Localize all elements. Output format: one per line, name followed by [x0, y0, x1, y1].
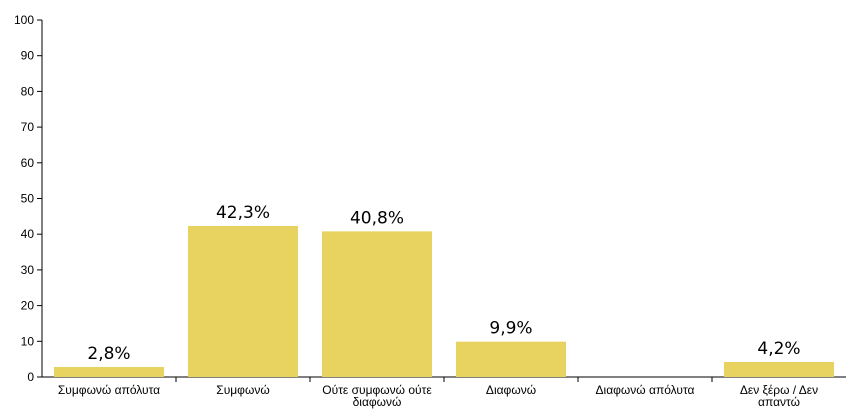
- y-tick-label: 60: [21, 156, 35, 170]
- y-axis: 0 10 20 30 40 50 60 70 80 90 100: [14, 13, 43, 384]
- x-tick-label-line: απαντώ: [758, 395, 800, 409]
- x-tick-label: Ούτε συμφωνώ ούτε διαφωνώ: [322, 383, 432, 409]
- y-tick-label: 0: [27, 370, 34, 384]
- x-tick-label-line: διαφωνώ: [353, 395, 402, 409]
- data-label: 42,3%: [216, 203, 270, 223]
- bars: [54, 225, 834, 377]
- x-tick-label-line: Διαφωνώ: [486, 383, 536, 397]
- y-tick-label: 20: [21, 299, 35, 313]
- x-tick-label: Συμφωνώ: [216, 383, 269, 397]
- x-axis: Συμφωνώ απόλυτα Συμφωνώ Ούτε συμφωνώ ούτε δ…: [42, 376, 846, 409]
- bar: [188, 225, 298, 377]
- data-labels: 2,8% 42,3% 40,8% 9,9% 4,2%: [87, 203, 800, 364]
- data-label: 4,2%: [757, 339, 800, 359]
- y-tick-label: 70: [21, 120, 35, 134]
- bar: [54, 367, 164, 377]
- y-tick-label: 50: [21, 192, 35, 206]
- bar: [456, 341, 566, 377]
- data-label: 2,8%: [87, 344, 130, 364]
- data-label: 40,8%: [350, 208, 404, 228]
- data-label: 9,9%: [489, 319, 532, 339]
- y-tick-label: 90: [21, 49, 35, 63]
- y-tick-label: 100: [14, 13, 34, 27]
- x-tick-label-line: Δεν ξέρω / Δεν: [740, 383, 818, 397]
- bar: [724, 362, 834, 377]
- x-tick-label: Δεν ξέρω / Δεν απαντώ: [740, 383, 818, 409]
- y-tick-label: 10: [21, 334, 35, 348]
- x-tick-label: Διαφωνώ απόλυτα: [596, 383, 695, 397]
- x-tick-label-line: Διαφωνώ απόλυτα: [596, 383, 695, 397]
- x-tick-label-line: Ούτε συμφωνώ ούτε: [322, 383, 432, 397]
- y-tick-label: 40: [21, 227, 35, 241]
- bar: [322, 231, 432, 377]
- x-tick-label-line: Συμφωνώ: [216, 383, 269, 397]
- x-tick-label: Διαφωνώ: [486, 383, 536, 397]
- x-tick-label-line: Συμφωνώ απόλυτα: [58, 383, 160, 397]
- x-tick-label: Συμφωνώ απόλυτα: [58, 383, 160, 397]
- y-tick-label: 80: [21, 84, 35, 98]
- y-tick-label: 30: [21, 263, 35, 277]
